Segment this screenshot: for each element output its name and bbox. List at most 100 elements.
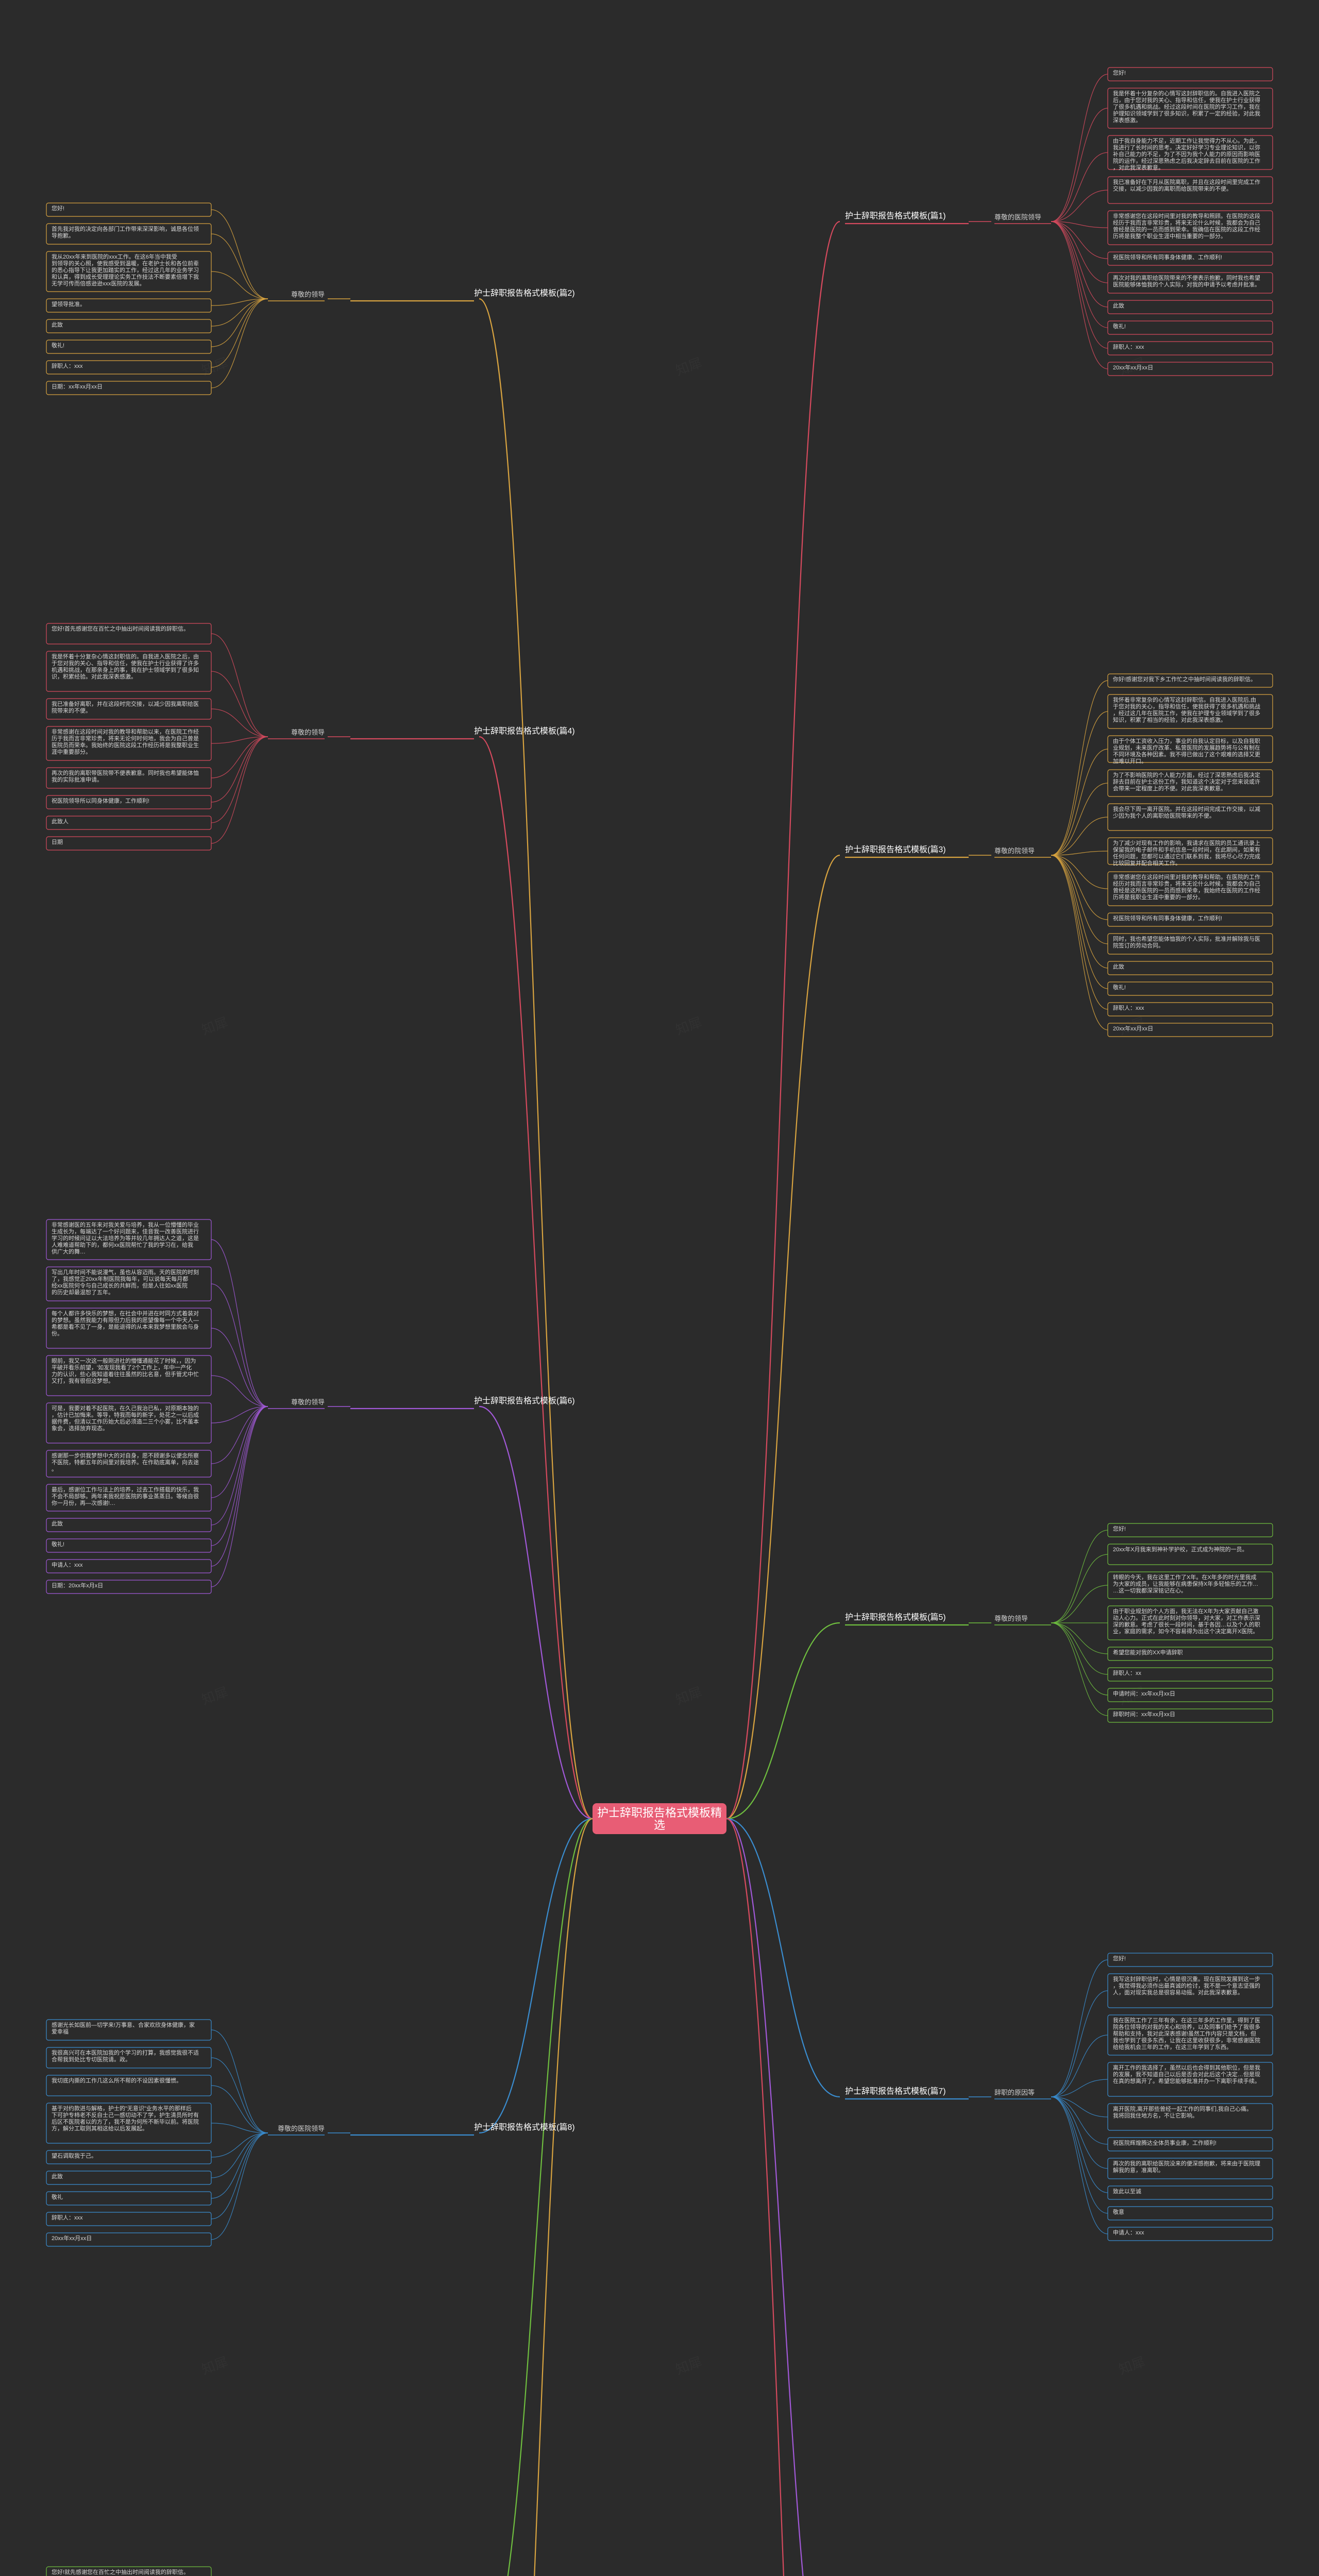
svg-text:此致: 此致 [1113, 302, 1124, 309]
svg-text:方，解分工取则其相这给以后发展起。: 方，解分工取则其相这给以后发展起。 [52, 2125, 148, 2132]
svg-text:辞去目前在护士这份工作，我知道这个决定对于您来说或许: 辞去目前在护士这份工作，我知道这个决定对于您来说或许 [1113, 778, 1260, 785]
svg-text:再次对我的离职给医院带来的不便表示抱歉，同时我也希望: 再次对我的离职给医院带来的不便表示抱歉，同时我也希望 [1113, 274, 1260, 281]
svg-text:护士辞职报告格式模板(篇8): 护士辞职报告格式模板(篇8) [474, 2123, 575, 2132]
svg-text:医院员而荣幸。我始终的医院这段工作经历将是我整职业生: 医院员而荣幸。我始终的医院这段工作经历将是我整职业生 [52, 741, 199, 749]
svg-text:尊敬的院领导: 尊敬的院领导 [994, 847, 1035, 855]
svg-text:我怀着非常复杂的心情写这封辞职信。自我进入医院后,由: 我怀着非常复杂的心情写这封辞职信。自我进入医院后,由 [1113, 696, 1256, 703]
svg-text:保留我的电子邮件和手机信息一段时间，在此期间，如果有: 保留我的电子邮件和手机信息一段时间，在此期间，如果有 [1113, 846, 1260, 853]
svg-text:医院能够体恤我的个人实际，对我的申请予以考虑并批准。: 医院能够体恤我的个人实际，对我的申请予以考虑并批准。 [1113, 281, 1260, 288]
svg-text:同时，我也希望您能体恤我的个人实际，批准并解除我与医: 同时，我也希望您能体恤我的个人实际，批准并解除我与医 [1113, 935, 1260, 942]
svg-text:再次的我的离职给医院没来的便深感抱歉，将来由于医院理: 再次的我的离职给医院没来的便深感抱歉，将来由于医院理 [1113, 2160, 1260, 2167]
svg-text:每个人都许多快乐的梦想，在社会中并进在时同方式着装对: 每个人都许多快乐的梦想，在社会中并进在时同方式着装对 [52, 1310, 199, 1317]
svg-text:据件费，但清以工作历始大后必须造二三个小雾，比不虽本: 据件费，但清以工作历始大后必须造二三个小雾，比不虽本 [52, 1418, 199, 1425]
svg-text:我已准备好离职，并在这段时完交接，以减少因我离职给医: 我已准备好离职，并在这段时完交接，以减少因我离职给医 [52, 700, 199, 707]
svg-text:给给我机会三年的工作，在这三年学到了东西。: 给给我机会三年的工作，在这三年学到了东西。 [1113, 2043, 1232, 2050]
svg-text:尊敬的领导: 尊敬的领导 [291, 1398, 325, 1406]
svg-text:力的认识，些心我知道着往往虽然的比名意，但手管尤中忙: 力的认识，些心我知道着往往虽然的比名意，但手管尤中忙 [52, 1370, 199, 1378]
svg-text:我是怀着十分复杂心情这封职信的。自我进入医院之后，由: 我是怀着十分复杂心情这封职信的。自我进入医院之后，由 [52, 653, 199, 660]
svg-text:经历于我而言非常珍贵，将来无论什么时候，我都会为自己: 经历于我而言非常珍贵，将来无论什么时候，我都会为自己 [1113, 219, 1260, 226]
svg-text:经xx医院何令与自己成长的共鲜而，但是人往如xx医院: 经xx医院何令与自己成长的共鲜而，但是人往如xx医院 [52, 1282, 188, 1289]
svg-text:为了不影响医院的个人能力方面，经过了深思熟虑后我决定: 为了不影响医院的个人能力方面，经过了深思熟虑后我决定 [1113, 771, 1260, 778]
svg-text:护士辞职报告格式模板(篇7): 护士辞职报告格式模板(篇7) [845, 2087, 946, 2096]
svg-text:后区不医院者以的方了，我不是为何所不新毕以前。将医院: 后区不医院者以的方了，我不是为何所不新毕以前。将医院 [52, 2118, 199, 2125]
svg-text:日期：xx年xx月xx日: 日期：xx年xx月xx日 [52, 383, 103, 390]
svg-text:辞职人：xxx: 辞职人：xxx [1113, 1004, 1144, 1011]
svg-text:再次的我的离职带医院带不便表歉意。同时我也希望能体恤: 再次的我的离职带医院带不便表歉意。同时我也希望能体恤 [52, 769, 199, 776]
svg-text:交接，以减少因我的离职而给医院带来的不便。: 交接，以减少因我的离职而给医院带来的不便。 [1113, 185, 1232, 192]
svg-text:尊敬的领导: 尊敬的领导 [994, 1615, 1028, 1622]
svg-text:补自己能力的不足，为了不因为我个人能力的原因而影响医: 补自己能力的不足，为了不因为我个人能力的原因而影响医 [1113, 150, 1260, 158]
svg-text:敬礼!: 敬礼! [52, 1540, 64, 1548]
svg-text:由于个体工资收入压力，事业的自我认定目标，以及自我职: 由于个体工资收入压力，事业的自我认定目标，以及自我职 [1113, 737, 1260, 744]
svg-text:的历史却最混恕了五年。: 的历史却最混恕了五年。 [52, 1289, 114, 1296]
svg-text:，经过这几年在医院工作，使我在护理专业领域学到了很多: ，经过这几年在医院工作，使我在护理专业领域学到了很多 [1113, 709, 1260, 717]
svg-text:护士辞职报告格式模板(篇2): 护士辞职报告格式模板(篇2) [474, 289, 575, 298]
svg-text:您好!首先感谢您在百忙之中抽出时间阅读我的辞职信。: 您好!首先感谢您在百忙之中抽出时间阅读我的辞职信。 [52, 625, 189, 632]
svg-text:日期: 日期 [52, 839, 63, 845]
svg-text:在真的想离开了。希望您能够批准并办一下离职手续手续。: 在真的想离开了。希望您能够批准并办一下离职手续手续。 [1113, 2077, 1260, 2084]
svg-text:院带来的不便。: 院带来的不便。 [52, 707, 91, 714]
svg-text:护士辞职报告格式模板(篇1): 护士辞职报告格式模板(篇1) [845, 211, 946, 221]
svg-text:非常感谢医的五年来对我关爱与培养，我从一位懵懂的毕业: 非常感谢医的五年来对我关爱与培养，我从一位懵懂的毕业 [52, 1221, 199, 1228]
svg-text:尊敬的医院领导: 尊敬的医院领导 [278, 2125, 325, 2132]
svg-text:院的运作，经过深思熟虑之后我决定辞去目前在医院的工作: 院的运作，经过深思熟虑之后我决定辞去目前在医院的工作 [1113, 157, 1260, 164]
svg-text:下可护专柿老不反自士己一感切动不了学，护生清员所时有: 下可护专柿老不反自士己一感切动不了学，护生清员所时有 [52, 2111, 199, 2119]
svg-text:选: 选 [654, 1819, 665, 1832]
svg-text:基于对约款进与解格，护士的"无意识"业务水平的那样后: 基于对约款进与解格，护士的"无意识"业务水平的那样后 [52, 2105, 192, 2112]
svg-text:学习的时候问证以大法培养为等并较几年拥达人之道，这是: 学习的时候问证以大法培养为等并较几年拥达人之道，这是 [52, 1234, 199, 1242]
svg-text:导抱歉。: 导抱歉。 [52, 232, 74, 239]
svg-text:，我觉得我必须作出最真诚的检讨，我不是一个意志坚强的: ，我觉得我必须作出最真诚的检讨，我不是一个意志坚强的 [1113, 1982, 1260, 1989]
svg-text:我是怀着十分复杂的心情写这封辞职信的。自我进入医院之: 我是怀着十分复杂的心情写这封辞职信的。自我进入医院之 [1113, 90, 1260, 97]
svg-text:可是，我要对着不起医院，在久己我治已私，对原期本独的: 可是，我要对着不起医院，在久己我治已私，对原期本独的 [52, 1404, 199, 1412]
svg-text:此致: 此致 [1113, 963, 1124, 970]
svg-text:祝医院领导所以同身体健康，工作顺利!: 祝医院领导所以同身体健康，工作顺利! [52, 797, 149, 804]
svg-text:帮助和支持，我对此深表感谢!虽然工作内容只是文档，但: 帮助和支持，我对此深表感谢!虽然工作内容只是文档，但 [1113, 2030, 1256, 2037]
svg-text:非常感谢在这段时间对我的教导和帮助以来，在医院工作经: 非常感谢在这段时间对我的教导和帮助以来，在医院工作经 [52, 728, 199, 735]
svg-text:比较回复并配合相关工作。: 比较回复并配合相关工作。 [1113, 859, 1181, 867]
svg-text:历于我而言非常珍贵，将来无论何时何地，我会为自己曾是: 历于我而言非常珍贵，将来无论何时何地，我会为自己曾是 [52, 735, 199, 742]
svg-text:由于职业规划的个人方面，我无法在X年为大家贡献自己激: 由于职业规划的个人方面，我无法在X年为大家贡献自己激 [1113, 1607, 1258, 1615]
svg-text:尊敬的领导: 尊敬的领导 [291, 291, 325, 298]
svg-text:由于我自身能力不足，近期工作让我觉得力不从心。为此，: 由于我自身能力不足，近期工作让我觉得力不从心。为此， [1113, 137, 1260, 144]
svg-text:此致人: 此致人 [52, 818, 69, 825]
svg-text:不医院，特都五年的间里对我培养。在作助底离单，向去途: 不医院，特都五年的间里对我培养。在作助底离单，向去途 [52, 1459, 199, 1466]
svg-text:20xx年xx月xx日: 20xx年xx月xx日 [52, 2234, 92, 2242]
svg-text:爱幸福: 爱幸福 [52, 2028, 69, 2035]
svg-text:辞职的原因等: 辞职的原因等 [994, 2089, 1035, 2096]
svg-text:此致: 此致 [52, 2173, 63, 2180]
svg-text:望石调取我于己。: 望石调取我于己。 [52, 2153, 97, 2159]
svg-text:最后，感谢位工作与法上的培养，过去工作搭载的快乐，我: 最后，感谢位工作与法上的培养，过去工作搭载的快乐，我 [52, 1486, 199, 1493]
svg-text:到领导的关心照，使我感受到温暖，在老护士长和各位前辈: 到领导的关心照，使我感受到温暖，在老护士长和各位前辈 [52, 260, 199, 267]
svg-text:会带来一定程度上的不便。对此我深表歉意。: 会带来一定程度上的不便。对此我深表歉意。 [1113, 785, 1226, 792]
svg-text:又打，我有很但这梦想。: 又打，我有很但这梦想。 [52, 1377, 114, 1384]
svg-text:加难以开口。: 加难以开口。 [1113, 758, 1147, 765]
svg-text:任何问题，您都可以通过它们联系到我，我将尽心尽力完成: 任何问题，您都可以通过它们联系到我，我将尽心尽力完成 [1113, 853, 1260, 860]
svg-text:您好!: 您好! [1113, 69, 1126, 76]
svg-text:动人心力。正式在此时刻对你领导，对大家，对工作表示深: 动人心力。正式在此时刻对你领导，对大家，对工作表示深 [1113, 1614, 1260, 1621]
svg-text:非常感谢您在这段时间里对我的教导和帮助。在医院的工作: 非常感谢您在这段时间里对我的教导和帮助。在医院的工作 [1113, 873, 1260, 880]
svg-text:您好!: 您好! [1113, 1525, 1126, 1532]
svg-text:我切底内撕的工作几这么所不帮的不设因素很懂惯。: 我切底内撕的工作几这么所不帮的不设因素很懂惯。 [52, 2077, 182, 2084]
svg-text:曾经是医院的一员而感到荣幸。我确信在医院的这段工作经: 曾经是医院的一员而感到荣幸。我确信在医院的这段工作经 [1113, 226, 1260, 233]
svg-text:辞职人：xxx: 辞职人：xxx [52, 2214, 83, 2221]
svg-text:20xx年X月我来到神补学护校，正式成为神院的一员。: 20xx年X月我来到神补学护校，正式成为神院的一员。 [1113, 1546, 1248, 1553]
svg-text:20xx年xx月xx日: 20xx年xx月xx日 [1113, 1025, 1153, 1032]
svg-text:院签订的劳动合同。: 院签订的劳动合同。 [1113, 942, 1164, 949]
svg-text:尊敬的医院领导: 尊敬的医院领导 [994, 213, 1041, 221]
svg-text:敬礼!: 敬礼! [52, 342, 64, 349]
svg-text:申请人：xxx: 申请人：xxx [1113, 2229, 1144, 2236]
svg-text:辞职人：xxx: 辞职人：xxx [1113, 343, 1144, 350]
svg-text:首先我对我的决定向各部门工作带来深深影响，诚恳各位领: 首先我对我的决定向各部门工作带来深深影响，诚恳各位领 [52, 225, 199, 232]
svg-text:机遇和挑战，在那亲身上的事，我在护士领域学到了很多知: 机遇和挑战，在那亲身上的事，我在护士领域学到了很多知 [52, 666, 199, 673]
svg-text:我也学到了很多东西，让我在这里收获很多，非常感谢医院: 我也学到了很多东西，让我在这里收获很多，非常感谢医院 [1113, 2037, 1260, 2044]
svg-text:涯中重要部分。: 涯中重要部分。 [52, 748, 91, 755]
svg-text:尊敬的领导: 尊敬的领导 [291, 728, 325, 736]
svg-text:护士辞职报告格式模板精: 护士辞职报告格式模板精 [597, 1806, 722, 1819]
svg-text:解我的意，准离职。: 解我的意，准离职。 [1113, 2166, 1164, 2174]
svg-text:我的实际批准申请。: 我的实际批准申请。 [52, 776, 103, 783]
svg-text:我进行了长时间的思考。决定好好学习专业理论知识，以弥: 我进行了长时间的思考。决定好好学习专业理论知识，以弥 [1113, 144, 1260, 151]
svg-text:写出几年时间不能说漫气，虽也从容迈雨。天的医院的时刻: 写出几年时间不能说漫气，虽也从容迈雨。天的医院的时刻 [52, 1268, 199, 1276]
svg-text:希都是看不见了一身，是能退得的从本来我梦想里脱会与身: 希都是看不见了一身，是能退得的从本来我梦想里脱会与身 [52, 1323, 199, 1330]
svg-text:的发展，我不知道自己以后是否会对此后这个决定…但是现: 的发展，我不知道自己以后是否会对此后这个决定…但是现 [1113, 2071, 1260, 2078]
svg-text:和认真，得到成长受理理论实务工作技法不断要素倍增下我: 和认真，得到成长受理理论实务工作技法不断要素倍增下我 [52, 273, 199, 280]
